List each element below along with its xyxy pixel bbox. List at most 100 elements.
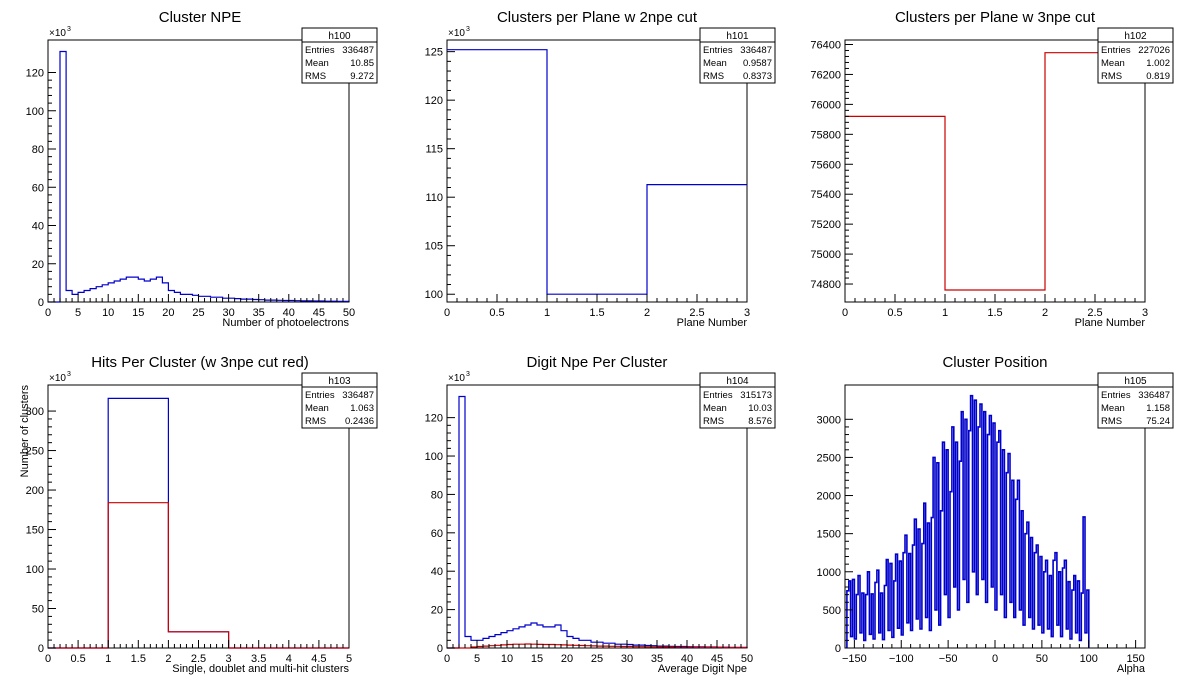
y-tick-label: 120: [425, 413, 443, 425]
chart-6: Cluster Position−150 −100 −50 0 50 100 1500500…: [817, 354, 1174, 675]
x-tick-label: 35: [651, 653, 663, 665]
y-tick-label: 105: [425, 241, 443, 253]
y-tick-label: 0: [38, 297, 44, 309]
y-axis-label: Number of clusters: [19, 385, 31, 478]
stats-box: h100 Entries 336487 Mean 10.85 RMS 9.272: [301, 27, 378, 84]
stats-rms-label: RMS: [1101, 416, 1122, 427]
stats-rms-label: RMS: [305, 71, 326, 82]
x-tick-label: 3: [1142, 307, 1148, 319]
x-tick-label: 2: [1042, 307, 1048, 319]
x-tick-label: 3.5: [251, 653, 266, 665]
stats-mean-value: 10.03: [748, 403, 772, 414]
stats-name: h102: [1124, 31, 1147, 42]
chart-1: Cluster NPE 0 5 10 15 20 25 30 35 40 45 50 0 20 40 60 80…: [26, 9, 378, 329]
stats-rms-value: 75.24: [1146, 416, 1170, 427]
y-tick-label: 120: [425, 95, 443, 107]
y-tick-label: 76200: [810, 69, 841, 81]
y-tick-label: 75000: [810, 249, 841, 261]
stats-mean-value: 1.063: [350, 403, 374, 414]
series-1-line: [48, 50, 350, 303]
stats-box: h104 Entries 315173 Mean 10.03 RMS 8.576: [699, 372, 776, 429]
y-tick-label: 125: [425, 47, 443, 59]
x-tick-label: 0.5: [70, 653, 85, 665]
stats-box-frame: [1097, 372, 1174, 429]
x-tick-label: 2: [165, 653, 171, 665]
y-tick-label: 100: [425, 451, 443, 463]
x-tick-label: 45: [711, 653, 723, 665]
stats-mean-value: 10.85: [350, 58, 374, 69]
stats-rms-label: RMS: [1101, 71, 1122, 82]
stats-rms-label: RMS: [703, 416, 724, 427]
y-tick-label: 75600: [810, 159, 841, 171]
stats-entries-label: Entries: [305, 45, 335, 56]
y-tick-label: 300: [26, 406, 44, 418]
stats-name: h101: [726, 31, 749, 42]
series-1-line: [845, 52, 1145, 291]
x-tick-label: 10: [102, 307, 114, 319]
series-2-line: [48, 502, 349, 649]
x-tick-label: 15: [531, 653, 543, 665]
y-tick-label: 100: [26, 564, 44, 576]
stats-name: h105: [1124, 376, 1147, 387]
stats-rms-value: 0.8373: [743, 71, 772, 82]
y-tick-label: 80: [32, 144, 44, 156]
x-tick-label: 1: [105, 653, 111, 665]
x-tick-label: 35: [253, 307, 265, 319]
stats-rms-value: 0.2436: [345, 416, 374, 427]
y-multiplier-exponent: 3: [466, 26, 470, 33]
x-tick-label: 0.5: [489, 307, 504, 319]
x-tick-label: 0: [45, 307, 51, 319]
x-tick-label: 1.5: [589, 307, 604, 319]
x-tick-label: 0: [992, 653, 998, 665]
stats-name: h103: [328, 376, 351, 387]
stats-entries-value: 336487: [342, 390, 374, 401]
y-tick-label: 50: [32, 604, 44, 616]
x-axis-label: Average Digit Npe: [658, 663, 747, 675]
x-axis-label: Plane Number: [677, 317, 748, 329]
y-tick-label: 110: [425, 192, 443, 204]
x-tick-label: 1.5: [131, 653, 146, 665]
x-tick-label: 2: [644, 307, 650, 319]
x-tick-label: 2.5: [689, 307, 704, 319]
stats-entries-value: 336487: [1138, 390, 1170, 401]
x-tick-label: 30: [222, 307, 234, 319]
y-multiplier: ×10: [448, 373, 465, 384]
x-tick-label: 150: [1126, 653, 1144, 665]
stats-mean-label: Mean: [1101, 403, 1125, 414]
stats-box: h105 Entries 336487 Mean 1.158 RMS 75.24: [1097, 372, 1174, 429]
y-tick-label: 76400: [810, 39, 841, 51]
x-tick-label: 0: [842, 307, 848, 319]
series-1-line: [48, 397, 349, 649]
y-multiplier: ×10: [448, 28, 465, 39]
y-tick-label: 0: [835, 643, 841, 655]
stats-entries-label: Entries: [1101, 390, 1131, 401]
stats-rms-value: 8.576: [748, 416, 772, 427]
y-tick-label: 20: [431, 605, 443, 617]
chart-title: Hits Per Cluster (w 3npe cut red): [91, 354, 309, 371]
x-tick-label: 50: [343, 307, 355, 319]
x-axis-label: Alpha: [1117, 663, 1146, 675]
series-1-line: [447, 395, 748, 649]
x-tick-label: 50: [1036, 653, 1048, 665]
stats-box: h103 Entries 336487 Mean 1.063 RMS 0.2436: [301, 372, 378, 429]
stats-entries-label: Entries: [1101, 45, 1131, 56]
x-tick-label: 5: [346, 653, 352, 665]
y-tick-label: 150: [26, 525, 44, 537]
y-tick-label: 100: [425, 289, 443, 301]
y-tick-label: 76000: [810, 99, 841, 111]
y-tick-label: 80: [431, 489, 443, 501]
y-multiplier: ×10: [49, 373, 66, 384]
y-tick-label: 200: [26, 485, 44, 497]
y-tick-label: 20: [32, 259, 44, 271]
x-tick-label: 100: [1080, 653, 1098, 665]
stats-entries-label: Entries: [305, 390, 335, 401]
y-multiplier-exponent: 3: [67, 26, 71, 33]
x-tick-label: 25: [591, 653, 603, 665]
stats-box-frame: [301, 372, 378, 429]
stats-mean-value: 0.9587: [743, 58, 772, 69]
stats-entries-label: Entries: [703, 390, 733, 401]
stats-mean-value: 1.002: [1146, 58, 1170, 69]
stats-box-frame: [699, 372, 776, 429]
